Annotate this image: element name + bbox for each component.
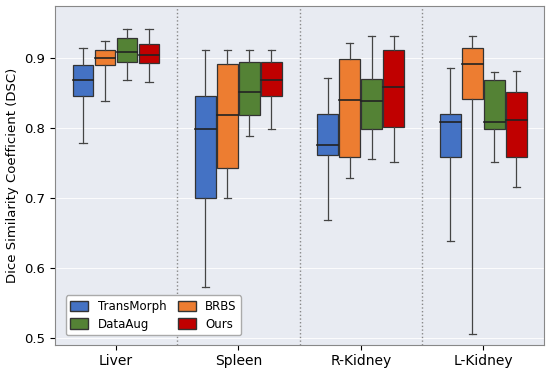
Bar <box>239 61 260 115</box>
Bar <box>506 92 527 157</box>
Bar <box>317 114 338 154</box>
Bar <box>440 114 460 157</box>
Bar <box>117 39 138 61</box>
Bar <box>383 50 404 126</box>
Bar <box>73 65 94 96</box>
Bar <box>139 44 159 63</box>
Legend: TransMorph, DataAug, BRBS, Ours: TransMorph, DataAug, BRBS, Ours <box>65 295 241 335</box>
Bar <box>95 50 116 65</box>
Bar <box>195 96 216 198</box>
Bar <box>261 61 282 96</box>
Bar <box>484 80 505 129</box>
Bar <box>462 47 483 99</box>
Bar <box>339 59 360 157</box>
Y-axis label: Dice Similarity Coefficient (DSC): Dice Similarity Coefficient (DSC) <box>6 68 19 283</box>
Bar <box>217 64 238 169</box>
Bar <box>361 79 382 129</box>
